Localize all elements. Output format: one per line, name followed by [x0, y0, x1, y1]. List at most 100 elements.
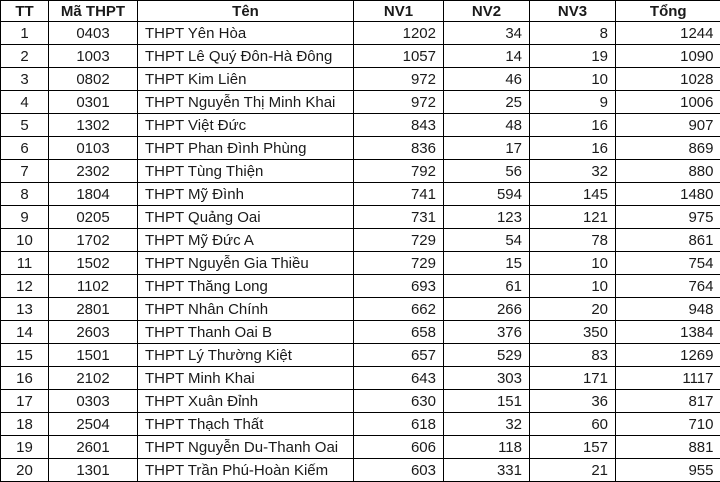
cell-nv2: 266 — [444, 298, 530, 321]
cell-tt: 11 — [1, 252, 49, 275]
cell-nv3: 20 — [530, 298, 616, 321]
cell-ma-thpt: 2102 — [49, 367, 138, 390]
cell-tt: 9 — [1, 206, 49, 229]
cell-nv3: 8 — [530, 22, 616, 45]
cell-nv1: 606 — [354, 436, 444, 459]
cell-tong: 955 — [616, 459, 720, 482]
cell-nv3: 350 — [530, 321, 616, 344]
cell-nv3: 157 — [530, 436, 616, 459]
cell-nv2: 14 — [444, 45, 530, 68]
cell-ten: THPT Nguyễn Du-Thanh Oai — [138, 436, 354, 459]
cell-nv3: 21 — [530, 459, 616, 482]
cell-tong: 1384 — [616, 321, 720, 344]
cell-ten: THPT Nguyễn Gia Thiều — [138, 252, 354, 275]
cell-nv1: 972 — [354, 91, 444, 114]
cell-ten: THPT Lý Thường Kiệt — [138, 344, 354, 367]
cell-tong: 764 — [616, 275, 720, 298]
cell-nv3: 32 — [530, 160, 616, 183]
cell-tong: 1244 — [616, 22, 720, 45]
cell-ten: THPT Trần Phú-Hoàn Kiếm — [138, 459, 354, 482]
cell-nv2: 303 — [444, 367, 530, 390]
table-header: TT Mã THPT Tên NV1 NV2 NV3 Tổng — [1, 1, 720, 22]
cell-ma-thpt: 2601 — [49, 436, 138, 459]
cell-nv1: 731 — [354, 206, 444, 229]
cell-ma-thpt: 1804 — [49, 183, 138, 206]
cell-tong: 861 — [616, 229, 720, 252]
cell-ma-thpt: 1302 — [49, 114, 138, 137]
cell-tong: 1269 — [616, 344, 720, 367]
cell-nv2: 56 — [444, 160, 530, 183]
cell-nv3: 83 — [530, 344, 616, 367]
cell-nv2: 17 — [444, 137, 530, 160]
cell-ten: THPT Thanh Oai B — [138, 321, 354, 344]
cell-ten: THPT Mỹ Đức A — [138, 229, 354, 252]
cell-ten: THPT Yên Hòa — [138, 22, 354, 45]
cell-ma-thpt: 1301 — [49, 459, 138, 482]
cell-nv2: 376 — [444, 321, 530, 344]
cell-nv1: 657 — [354, 344, 444, 367]
cell-ten: THPT Nhân Chính — [138, 298, 354, 321]
cell-nv2: 32 — [444, 413, 530, 436]
cell-ma-thpt: 2603 — [49, 321, 138, 344]
cell-ma-thpt: 0301 — [49, 91, 138, 114]
cell-tt: 10 — [1, 229, 49, 252]
cell-ma-thpt: 1501 — [49, 344, 138, 367]
cell-tt: 20 — [1, 459, 49, 482]
cell-ten: THPT Quảng Oai — [138, 206, 354, 229]
cell-nv3: 10 — [530, 68, 616, 91]
cell-nv2: 594 — [444, 183, 530, 206]
cell-tong: 817 — [616, 390, 720, 413]
cell-ma-thpt: 1003 — [49, 45, 138, 68]
cell-ma-thpt: 2302 — [49, 160, 138, 183]
cell-nv1: 741 — [354, 183, 444, 206]
cell-tt: 4 — [1, 91, 49, 114]
cell-tong: 1480 — [616, 183, 720, 206]
cell-ten: THPT Tùng Thiện — [138, 160, 354, 183]
cell-nv2: 54 — [444, 229, 530, 252]
cell-nv3: 36 — [530, 390, 616, 413]
cell-nv1: 630 — [354, 390, 444, 413]
cell-nv2: 331 — [444, 459, 530, 482]
cell-nv1: 792 — [354, 160, 444, 183]
cell-tt: 3 — [1, 68, 49, 91]
cell-tt: 17 — [1, 390, 49, 413]
cell-ten: THPT Minh Khai — [138, 367, 354, 390]
cell-tt: 7 — [1, 160, 49, 183]
cell-nv2: 123 — [444, 206, 530, 229]
cell-tong: 948 — [616, 298, 720, 321]
column-header-nv2: NV2 — [444, 1, 530, 22]
cell-ma-thpt: 0205 — [49, 206, 138, 229]
cell-tt: 8 — [1, 183, 49, 206]
cell-nv3: 19 — [530, 45, 616, 68]
column-header-ma-thpt: Mã THPT — [49, 1, 138, 22]
cell-tt: 5 — [1, 114, 49, 137]
cell-tong: 1006 — [616, 91, 720, 114]
cell-tong: 869 — [616, 137, 720, 160]
cell-nv3: 60 — [530, 413, 616, 436]
cell-nv3: 9 — [530, 91, 616, 114]
cell-ma-thpt: 2801 — [49, 298, 138, 321]
cell-ten: THPT Kim Liên — [138, 68, 354, 91]
cell-ma-thpt: 1102 — [49, 275, 138, 298]
cell-nv3: 145 — [530, 183, 616, 206]
cell-tong: 1117 — [616, 367, 720, 390]
cell-nv1: 1202 — [354, 22, 444, 45]
cell-nv1: 603 — [354, 459, 444, 482]
cell-tong: 975 — [616, 206, 720, 229]
cell-tong: 880 — [616, 160, 720, 183]
cell-ma-thpt: 0802 — [49, 68, 138, 91]
cell-nv1: 729 — [354, 229, 444, 252]
column-header-ten: Tên — [138, 1, 354, 22]
column-header-tt: TT — [1, 1, 49, 22]
cell-nv1: 662 — [354, 298, 444, 321]
cell-ten: THPT Việt Đức — [138, 114, 354, 137]
